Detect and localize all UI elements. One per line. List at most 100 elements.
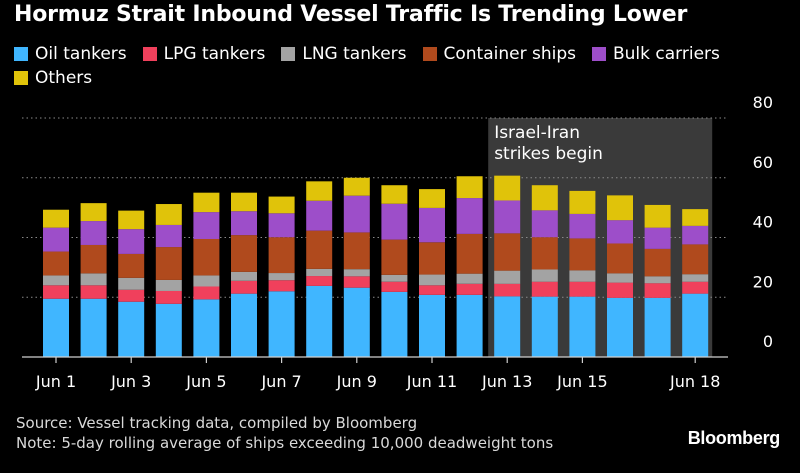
x-tick-label: Jun 3	[110, 372, 151, 391]
bar-lpg-tankers-5	[193, 286, 220, 300]
bar-bulk-carriers-11	[419, 207, 445, 243]
bar-lng-tankers-3	[118, 277, 145, 290]
bar-container-ships-11	[419, 242, 445, 275]
bar-bulk-carriers-12	[456, 198, 483, 234]
bar-lng-tankers-9	[343, 269, 370, 277]
bar-others-13	[494, 175, 521, 201]
bar-others-5	[193, 192, 220, 213]
bar-lpg-tankers-4	[155, 290, 182, 304]
bar-bulk-carriers-16	[607, 220, 633, 244]
bar-others-14	[531, 185, 558, 211]
bar-others-12	[456, 176, 483, 199]
bar-bulk-carriers-15	[569, 213, 596, 239]
bloomberg-logo: Bloomberg	[687, 428, 781, 448]
bar-lpg-tankers-10	[381, 281, 408, 292]
bar-lpg-tankers-2	[80, 285, 107, 299]
bar-oil-tankers-11	[419, 294, 445, 357]
bar-container-ships-6	[231, 235, 257, 272]
bar-bulk-carriers-8	[306, 200, 333, 231]
bar-oil-tankers-12	[456, 294, 483, 357]
legend-label: Container ships	[443, 44, 576, 64]
bar-bulk-carriers-6	[231, 211, 257, 236]
legend-item-oil-tankers: Oil tankers	[14, 42, 127, 66]
bar-lpg-tankers-9	[343, 276, 370, 288]
bar-lpg-tankers-15	[569, 281, 596, 297]
bar-oil-tankers-8	[306, 285, 333, 357]
bar-lpg-tankers-7	[268, 280, 295, 292]
bar-lng-tankers-4	[155, 279, 182, 291]
bar-oil-tankers-6	[231, 293, 257, 357]
bar-lpg-tankers-1	[43, 285, 69, 299]
x-tick-label: Jun 7	[260, 372, 301, 391]
bar-others-7	[268, 196, 295, 214]
bar-container-ships-9	[343, 232, 370, 270]
bar-container-ships-18	[682, 244, 709, 275]
x-tick-label: Jun 11	[406, 372, 457, 391]
bar-others-6	[231, 192, 257, 212]
y-tick-label: 60	[753, 153, 773, 172]
bar-container-ships-1	[43, 251, 69, 276]
bar-bulk-carriers-3	[118, 229, 145, 254]
legend-label: Oil tankers	[35, 44, 127, 64]
bar-bulk-carriers-17	[644, 227, 671, 249]
bar-bulk-carriers-5	[193, 212, 220, 239]
bar-lng-tankers-8	[306, 268, 333, 277]
y-tick-label: 80	[753, 93, 773, 112]
bar-container-ships-2	[80, 244, 107, 274]
bar-lng-tankers-15	[569, 270, 596, 282]
bar-container-ships-12	[456, 233, 483, 274]
legend-item-lpg-tankers: LPG tankers	[142, 42, 266, 66]
legend-swatch	[14, 71, 28, 85]
bar-oil-tankers-4	[155, 303, 182, 357]
bar-container-ships-13	[494, 233, 521, 271]
x-tick-label: Jun 1	[35, 372, 76, 391]
bar-others-9	[343, 177, 370, 196]
bar-container-ships-3	[118, 253, 145, 278]
bar-oil-tankers-7	[268, 291, 295, 357]
bar-bulk-carriers-14	[531, 210, 558, 238]
y-tick-label: 40	[753, 213, 773, 232]
x-tick-label: Jun 15	[556, 372, 607, 391]
legend-swatch	[142, 47, 157, 61]
bar-others-11	[419, 189, 445, 208]
bar-bulk-carriers-4	[155, 224, 182, 248]
bar-oil-tankers-5	[193, 299, 220, 357]
bar-bulk-carriers-10	[381, 203, 408, 240]
bar-lpg-tankers-3	[118, 289, 145, 302]
bar-others-2	[80, 203, 107, 222]
x-tick-label: Jun 13	[481, 372, 532, 391]
bar-others-16	[607, 195, 633, 221]
bar-oil-tankers-10	[381, 291, 408, 357]
x-tick-label: Jun 9	[336, 372, 377, 391]
legend-item-others: Others	[14, 66, 92, 90]
bar-lpg-tankers-14	[531, 281, 558, 297]
source-note: Source: Vessel tracking data, compiled b…	[16, 414, 418, 432]
bar-bulk-carriers-13	[494, 200, 521, 234]
bar-container-ships-7	[268, 237, 295, 274]
legend-label: Others	[35, 68, 93, 88]
bar-oil-tankers-9	[343, 287, 370, 357]
bar-lng-tankers-6	[231, 271, 257, 281]
x-tick-label: Jun 18	[669, 372, 720, 391]
bar-lpg-tankers-13	[494, 283, 521, 297]
bar-lng-tankers-16	[607, 273, 633, 283]
y-tick-label: 0	[763, 332, 773, 351]
bar-oil-tankers-15	[569, 296, 596, 357]
bar-bulk-carriers-7	[268, 213, 295, 238]
bar-bulk-carriers-18	[682, 225, 709, 245]
bar-lpg-tankers-11	[419, 285, 445, 295]
bar-lpg-tankers-8	[306, 276, 333, 286]
legend-swatch	[422, 47, 437, 61]
bar-others-4	[155, 204, 182, 225]
bar-bulk-carriers-2	[80, 221, 107, 245]
bar-lpg-tankers-12	[456, 283, 483, 295]
bar-others-10	[381, 185, 408, 204]
bar-bulk-carriers-1	[43, 227, 69, 252]
legend-label: LPG tankers	[163, 44, 266, 64]
bar-container-ships-4	[155, 247, 182, 280]
bar-container-ships-8	[306, 230, 333, 269]
bar-lpg-tankers-6	[231, 280, 257, 294]
bar-lng-tankers-5	[193, 275, 220, 287]
y-tick-label: 20	[753, 272, 773, 291]
